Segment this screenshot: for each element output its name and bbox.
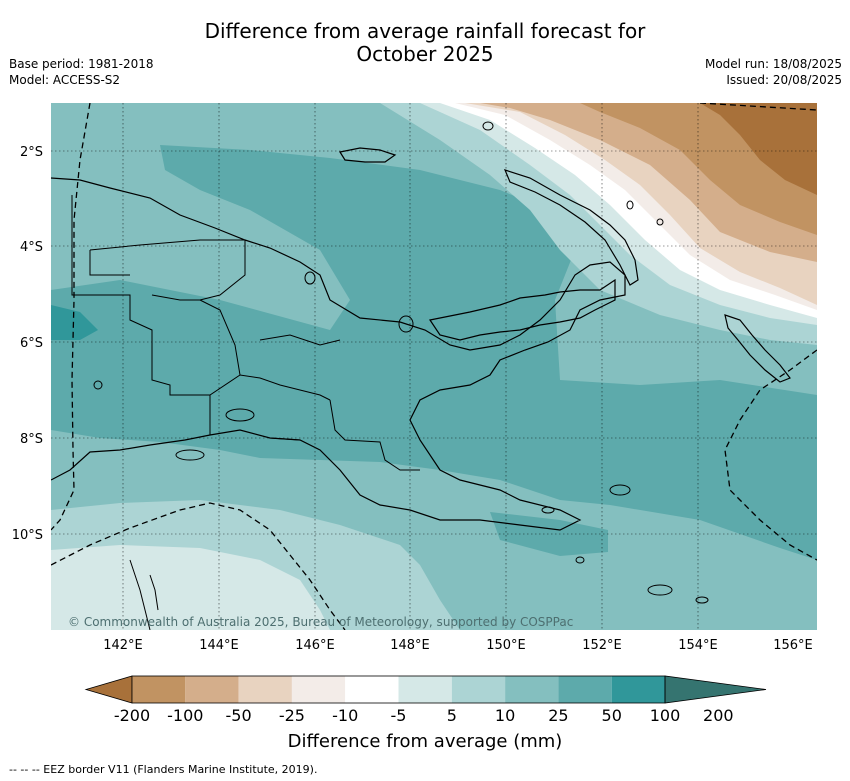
band-100-200 <box>51 305 98 340</box>
lon-label-154e: 154°E <box>678 638 718 653</box>
small-islands <box>93 121 709 604</box>
colorbar-segment <box>291 676 346 703</box>
colorbar-extend-low <box>84 675 133 704</box>
model-run: Model run: 18/08/2025 <box>704 57 842 71</box>
colorbar-tick-label: -100 <box>167 706 203 725</box>
meta-right: Model run: 18/08/2025 Issued: 20/08/2025 <box>705 56 842 88</box>
base-period: Base period: 1981-2018 <box>9 57 154 71</box>
colorbar-segment <box>185 676 239 703</box>
colorbar: -200 -100 -50 -25 -10 -5 5 10 25 50 100 200 <box>84 675 767 725</box>
title-line-1: Difference from average rainfall forecas… <box>204 19 646 43</box>
colorbar-segment <box>398 676 452 703</box>
issued-date: Issued: 20/08/2025 <box>726 73 842 87</box>
lat-label-6s: 6°S <box>20 336 43 351</box>
lat-label-4s: 4°S <box>20 240 43 255</box>
lon-label-144e: 144°E <box>199 638 239 653</box>
colorbar-segment <box>238 676 292 703</box>
band-50-100-se <box>490 512 608 556</box>
colorbar-segment <box>132 676 186 703</box>
band-minus200-minus100 <box>700 103 817 195</box>
cape-york-coastline <box>129 559 159 630</box>
colorbar-segment <box>451 676 506 703</box>
lon-label-150e: 150°E <box>486 638 526 653</box>
bougainville-island <box>724 314 791 383</box>
lat-label-2s: 2°S <box>20 145 43 160</box>
meta-left: Base period: 1981-2018 Model: ACCESS-S2 <box>9 56 154 88</box>
lat-label-10s: 10°S <box>12 528 43 543</box>
colorbar-tick-label: 200 <box>703 706 734 725</box>
colorbar-segment <box>558 676 612 703</box>
band-50-100 <box>51 145 817 560</box>
colorbar-tick-label: -50 <box>226 706 252 725</box>
lon-label-156e: 156°E <box>773 638 813 653</box>
colorbar-tick-label: 10 <box>495 706 515 725</box>
colorbar-tick-label: -200 <box>114 706 150 725</box>
title-line-2: October 2025 <box>356 42 494 66</box>
new-ireland-island <box>503 169 639 286</box>
rainfall-anomaly-field: © Commonwealth of Australia 2025, Bureau… <box>51 103 817 630</box>
colorbar-tick-label: 100 <box>650 706 681 725</box>
colorbar-tick-label: 5 <box>447 706 457 725</box>
eez-borders <box>51 103 817 630</box>
new-guinea-coastline <box>51 177 626 531</box>
manus-island <box>339 147 397 163</box>
band-5-10-south <box>51 545 330 630</box>
province-borders <box>71 195 420 471</box>
copyright-text: © Commonwealth of Australia 2025, Bureau… <box>68 615 573 629</box>
colorbar-tick-label: -5 <box>391 706 407 725</box>
lon-label-146e: 146°E <box>295 638 335 653</box>
map-title: Difference from average rainfall forecas… <box>0 20 850 66</box>
colorbar-outline <box>131 675 666 704</box>
model-name: Model: ACCESS-S2 <box>9 73 121 87</box>
colorbar-segment <box>345 676 399 703</box>
latitude-labels: 2°S 4°S 6°S 8°S 10°S <box>12 145 43 543</box>
new-britain-island <box>429 278 616 341</box>
longitude-labels: 142°E 144°E 146°E 148°E 150°E 152°E 154°… <box>103 638 813 653</box>
lon-label-152e: 152°E <box>582 638 622 653</box>
colorbar-extend-high <box>664 675 767 704</box>
lat-label-8s: 8°S <box>20 432 43 447</box>
colorbar-tick-label: 50 <box>602 706 622 725</box>
eez-footnote: -- -- -- EEZ border V11 (Flanders Marine… <box>9 763 318 776</box>
lon-label-142e: 142°E <box>103 638 143 653</box>
colorbar-tick-label: -25 <box>279 706 305 725</box>
colorbar-segment <box>505 676 559 703</box>
lon-label-148e: 148°E <box>390 638 430 653</box>
colorbar-tick-label: 25 <box>548 706 568 725</box>
colorbar-tick-label: -10 <box>332 706 358 725</box>
colorbar-title: Difference from average (mm) <box>287 731 563 752</box>
colorbar-segment <box>611 676 665 703</box>
